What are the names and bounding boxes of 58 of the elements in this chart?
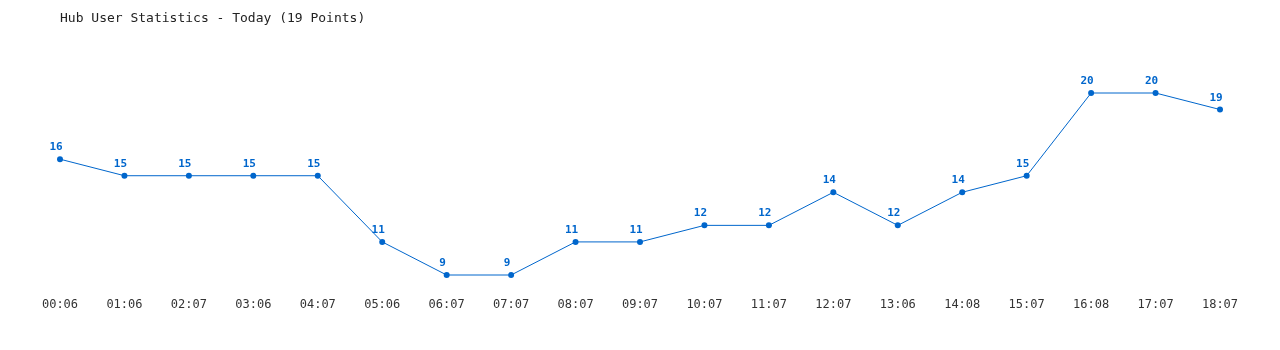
point [1023,172,1030,179]
point [443,272,450,278]
point [1152,90,1159,96]
data-label: 15 [242,156,256,170]
x-tick-label: 03:06 [235,297,272,311]
data-label: 15 [307,156,321,170]
point [185,172,192,179]
point [314,172,321,179]
point [637,238,643,245]
x-tick-label: 10:07 [686,297,723,311]
data-label: 15 [178,156,192,170]
data-label: 15 [1016,156,1030,170]
x-tick-label: 18:07 [1201,297,1239,311]
point [701,222,708,229]
point [1217,106,1223,113]
x-tick-label: 08:07 [557,297,594,311]
x-tick-label: 11:07 [750,297,787,311]
x-tick-label: 09:07 [621,297,659,311]
point [959,189,966,196]
data-label: 9 [503,256,511,269]
data-label: 15 [113,156,128,170]
data-label: 12 [758,206,772,220]
data-label: 12 [887,206,901,220]
x-tick-label: 15:07 [1008,297,1045,311]
x-tick-label: 13:06 [879,297,916,311]
point [250,172,257,179]
x-tick-label: 07:07 [493,297,530,311]
point [765,222,772,229]
data-label: 12 [693,206,708,220]
point [379,238,386,245]
point [572,238,579,245]
x-tick-label: 01:06 [106,297,143,311]
x-tick-label: 14:08 [944,297,981,311]
data-label: 11 [629,222,643,236]
point [508,272,515,278]
point [830,189,837,196]
data-label: 11 [371,222,386,236]
data-label: 20 [1080,74,1094,87]
data-label: 19 [1209,90,1223,104]
chart-title: Hub User Statistics - Today (19 Points) [60,10,366,25]
data-label: 16 [49,140,63,154]
data-label: 9 [439,256,446,269]
x-tick-label: 12:07 [815,297,852,311]
x-tick-label: 02:07 [170,297,207,311]
x-tick-label: 04:07 [299,297,336,311]
data-label: 14 [951,173,966,187]
data-label: 11 [564,222,579,236]
point [57,156,63,163]
data-label: 14 [822,173,837,187]
x-tick-label: 05:06 [364,297,401,311]
x-tick-label: 06:07 [428,297,465,311]
point [121,172,128,179]
point [894,222,901,229]
x-tick-label: 17:07 [1137,297,1174,311]
x-tick-label: 00:06 [41,297,79,311]
x-tick-label: 16:08 [1073,297,1110,311]
point [1088,90,1095,96]
data-label: 20 [1144,74,1159,87]
